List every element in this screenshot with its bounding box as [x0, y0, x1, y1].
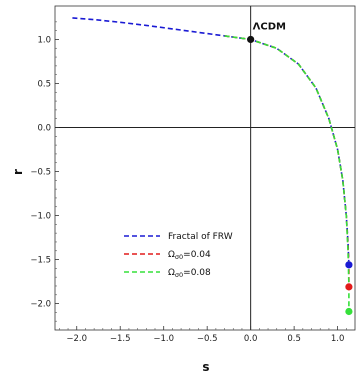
series-line-2: [224, 35, 350, 312]
legend-label-0: Fractal of FRW: [168, 232, 233, 242]
legend-label-1: Ωσ0=0.04: [168, 250, 211, 261]
legend-label-2: Ωσ0=0.08: [168, 268, 211, 279]
plot-frame: [54, 5, 356, 331]
x-ticks: −2.0 −1.5 −1.0 −0.5 0.0 0.5 1.0: [59, 326, 347, 344]
y-axis-title: r: [11, 169, 25, 175]
x-axis-title: s: [202, 360, 209, 374]
y-tick-label: 0.0: [37, 124, 51, 134]
x-tick-label: −1.0: [153, 334, 174, 344]
series-endpoint-2: [345, 307, 353, 316]
y-ticks: 1.0 0.5 0.0 −0.5 −1.0 −1.5 −2.0: [30, 21, 59, 322]
lcdm-point: [247, 35, 255, 44]
lcdm-label: ΛCDM: [253, 21, 286, 32]
series-endpoint-0: [345, 261, 353, 269]
annotation-layer: ΛCDM: [247, 21, 286, 44]
y-tick-label: −0.5: [30, 168, 51, 178]
y-tick-label: −2.0: [30, 300, 51, 310]
y-tick-label: 1.0: [37, 35, 51, 45]
x-tick-label: −2.0: [66, 334, 87, 344]
x-tick-label: 1.0: [331, 334, 345, 344]
series-layer: [72, 17, 353, 316]
series-endpoint-1: [345, 283, 353, 291]
legend: Fractal of FRW Ωσ0=0.04 Ωσ0=0.08: [124, 232, 233, 279]
x-tick-label: −1.5: [110, 334, 131, 344]
x-tick-label: 0.5: [287, 334, 301, 344]
y-tick-label: −1.0: [30, 212, 51, 222]
series-line-0: [72, 17, 350, 265]
x-tick-label: 0.0: [244, 334, 258, 344]
y-tick-label: 0.5: [37, 79, 51, 89]
y-tick-label: −1.5: [30, 256, 51, 266]
series-line-1: [224, 35, 350, 287]
x-tick-label: −0.5: [197, 334, 218, 344]
